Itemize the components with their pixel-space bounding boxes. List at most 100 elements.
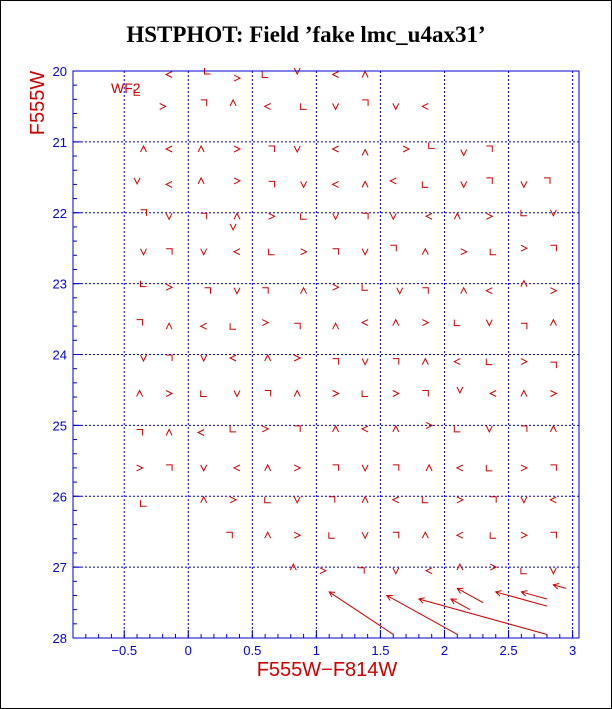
data-point [293, 389, 301, 397]
data-point [361, 390, 369, 397]
data-point [361, 284, 369, 291]
chart-title: HSTPHOT: Field ’fake lmc_u4ax31’ [126, 22, 486, 47]
data-point [263, 102, 271, 110]
data-point [550, 531, 557, 539]
data-point [486, 145, 493, 152]
y-tick-label: 27 [53, 560, 67, 575]
data-point [392, 390, 400, 397]
data-point [140, 354, 147, 363]
data-point [453, 425, 461, 433]
data-points [133, 67, 558, 575]
data-point [490, 496, 497, 503]
data-point [485, 464, 493, 472]
data-point [422, 390, 429, 397]
data-point [331, 145, 339, 153]
data-point [140, 280, 147, 288]
data-point [361, 248, 369, 256]
data-point [165, 213, 173, 221]
data-point [360, 425, 369, 433]
data-point [293, 354, 302, 362]
data-point [136, 319, 144, 326]
vector-head [449, 598, 457, 605]
data-point [331, 71, 339, 78]
data-point [332, 358, 340, 365]
data-point [300, 286, 308, 294]
data-point [268, 180, 276, 188]
data-point [549, 318, 557, 326]
data-point [421, 102, 429, 110]
data-point [389, 213, 397, 221]
data-point [485, 425, 493, 434]
data-point [233, 177, 242, 185]
data-point [424, 212, 433, 220]
data-point [233, 74, 242, 82]
data-point [455, 531, 464, 539]
data-point [233, 145, 242, 153]
data-point [164, 71, 173, 78]
data-point [422, 319, 430, 327]
data-point [197, 144, 205, 153]
data-point [229, 425, 237, 433]
vector-head [552, 583, 560, 590]
data-point [489, 532, 497, 539]
vector-line [521, 591, 548, 600]
data-point [133, 177, 141, 186]
panel-label: WF2 [111, 80, 141, 96]
data-point [199, 322, 207, 330]
y-tick-label: 26 [53, 489, 67, 504]
data-point [520, 425, 528, 432]
data-point [229, 223, 237, 232]
x-tick-label: 0.5 [243, 643, 261, 658]
data-point [360, 319, 369, 327]
y-tick-label: 21 [53, 135, 67, 150]
data-point [261, 71, 269, 78]
vector-line [328, 591, 394, 635]
x-tick-label: 3 [569, 643, 576, 658]
data-point [485, 319, 493, 327]
data-point [229, 98, 237, 107]
data-point [294, 425, 301, 432]
data-point [421, 247, 429, 255]
data-point [140, 500, 147, 507]
x-axis-label: F555W−F814W [257, 659, 398, 681]
vector-line [450, 598, 471, 611]
data-point [392, 103, 400, 111]
data-point [550, 287, 558, 295]
grid-lines [73, 71, 579, 638]
data-point [328, 496, 336, 503]
data-point [332, 248, 340, 255]
data-point [361, 180, 369, 188]
vector-head [520, 590, 528, 597]
data-point [361, 148, 369, 156]
data-point [520, 209, 527, 217]
data-point [164, 180, 173, 188]
data-point [136, 464, 144, 472]
data-point [200, 99, 208, 106]
data-point [165, 283, 174, 291]
data-point [229, 323, 237, 330]
data-point [361, 464, 369, 473]
data-point [264, 353, 272, 362]
data-point [421, 357, 429, 365]
data-point [300, 103, 307, 110]
data-point [456, 496, 465, 504]
data-point [460, 149, 468, 157]
data-point [489, 248, 497, 256]
data-point [293, 145, 301, 154]
data-point [549, 567, 557, 575]
data-point [293, 464, 302, 472]
data-point [361, 358, 369, 366]
data-point [293, 531, 302, 539]
data-point [453, 212, 461, 220]
data-point [453, 319, 461, 327]
data-point [421, 181, 429, 188]
data-point [332, 213, 340, 221]
y-tick-label: 25 [53, 418, 67, 433]
data-point [332, 283, 340, 291]
data-point [520, 279, 528, 287]
data-point [402, 145, 411, 153]
y-tick-label: 24 [53, 348, 67, 363]
data-point [485, 287, 493, 295]
x-tick-label: 2.5 [500, 643, 518, 658]
data-point [390, 244, 397, 252]
